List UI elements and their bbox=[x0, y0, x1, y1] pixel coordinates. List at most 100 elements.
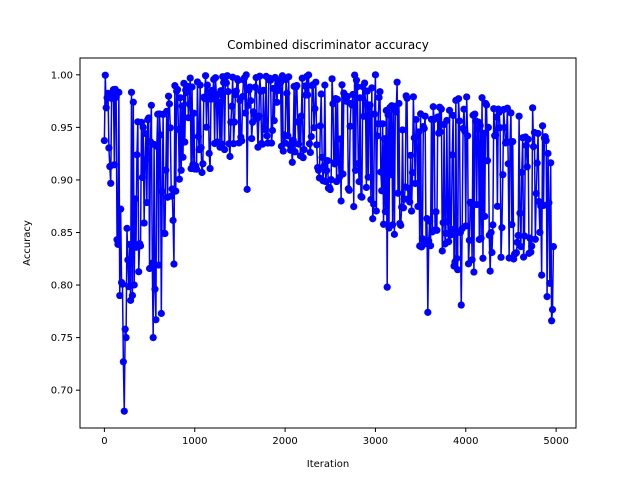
data-point bbox=[436, 128, 445, 136]
y-tick-label: 0.70 bbox=[51, 386, 73, 397]
data-point bbox=[299, 154, 307, 162]
x-tick-label: 5000 bbox=[543, 436, 568, 447]
data-point bbox=[536, 228, 544, 236]
data-point bbox=[328, 75, 336, 83]
y-tick-label: 0.75 bbox=[51, 333, 73, 344]
data-point bbox=[345, 186, 353, 194]
data-point bbox=[467, 199, 475, 208]
data-point bbox=[312, 78, 320, 86]
data-point bbox=[349, 90, 357, 99]
data-point bbox=[102, 104, 110, 112]
data-point bbox=[301, 82, 309, 90]
data-point bbox=[288, 158, 296, 166]
data-point bbox=[152, 316, 160, 324]
x-axis-label: Iteration bbox=[307, 459, 349, 470]
data-point bbox=[531, 235, 539, 243]
data-point bbox=[364, 173, 372, 181]
data-point bbox=[520, 253, 528, 261]
data-point bbox=[165, 100, 174, 108]
data-point bbox=[166, 124, 174, 132]
data-point bbox=[232, 87, 240, 95]
y-tick-label: 1.00 bbox=[51, 70, 73, 81]
data-point bbox=[172, 187, 180, 195]
data-point bbox=[414, 202, 422, 211]
data-point bbox=[448, 151, 456, 159]
data-point bbox=[375, 93, 383, 102]
data-point bbox=[355, 178, 363, 186]
data-point bbox=[399, 204, 408, 212]
data-point bbox=[468, 256, 476, 264]
data-point bbox=[522, 141, 530, 150]
data-point bbox=[153, 142, 161, 150]
data-point bbox=[177, 166, 185, 174]
data-point bbox=[515, 112, 523, 120]
data-point bbox=[379, 120, 387, 128]
data-point bbox=[139, 123, 147, 131]
data-point bbox=[116, 291, 124, 300]
data-point bbox=[362, 183, 370, 192]
data-point bbox=[449, 111, 457, 120]
data-point bbox=[376, 88, 384, 96]
data-point bbox=[443, 116, 451, 125]
data-point bbox=[547, 159, 555, 167]
data-point bbox=[538, 122, 547, 130]
data-point bbox=[259, 86, 267, 94]
data-point bbox=[538, 271, 546, 279]
data-point bbox=[241, 109, 249, 117]
data-point bbox=[163, 107, 171, 115]
data-point bbox=[183, 88, 191, 97]
data-point bbox=[218, 140, 226, 148]
data-point bbox=[384, 111, 392, 119]
data-point bbox=[407, 207, 416, 215]
data-point bbox=[284, 132, 292, 140]
data-point bbox=[223, 72, 231, 80]
data-point bbox=[529, 104, 537, 112]
data-point bbox=[220, 145, 229, 154]
data-point bbox=[493, 202, 501, 210]
data-point bbox=[444, 217, 452, 226]
data-point bbox=[147, 101, 155, 109]
data-point bbox=[378, 187, 386, 195]
data-point bbox=[130, 281, 138, 289]
y-tick-label: 0.95 bbox=[51, 123, 73, 134]
data-point bbox=[310, 124, 318, 132]
data-point bbox=[377, 168, 385, 176]
data-point bbox=[383, 283, 391, 291]
data-point bbox=[508, 220, 516, 229]
data-point bbox=[457, 301, 465, 309]
data-point bbox=[198, 168, 206, 177]
data-point bbox=[140, 219, 148, 227]
data-point bbox=[115, 88, 123, 96]
data-point bbox=[246, 83, 254, 91]
data-point bbox=[273, 98, 281, 106]
data-point bbox=[267, 139, 276, 147]
data-point bbox=[403, 94, 411, 102]
data-point bbox=[352, 76, 361, 84]
data-point bbox=[229, 140, 238, 148]
data-point bbox=[491, 131, 500, 139]
data-point bbox=[356, 94, 364, 102]
data-point bbox=[323, 157, 332, 165]
data-point bbox=[544, 149, 552, 158]
data-point bbox=[228, 102, 236, 110]
data-point bbox=[133, 151, 141, 159]
data-point bbox=[190, 109, 198, 117]
data-point bbox=[411, 179, 419, 188]
data-point bbox=[188, 83, 196, 91]
data-point bbox=[120, 407, 128, 415]
chart-title: Combined discriminator accuracy bbox=[227, 38, 429, 52]
data-point bbox=[394, 189, 402, 197]
data-point bbox=[339, 170, 347, 178]
data-point bbox=[514, 231, 522, 240]
data-point bbox=[358, 193, 366, 201]
y-tick-label: 0.85 bbox=[51, 228, 73, 239]
data-point bbox=[353, 83, 361, 91]
data-point bbox=[455, 117, 464, 125]
data-point bbox=[346, 122, 354, 130]
data-point bbox=[534, 129, 542, 138]
data-point bbox=[203, 81, 211, 89]
data-point bbox=[118, 280, 127, 288]
data-point bbox=[291, 148, 299, 156]
x-tick-label: 4000 bbox=[453, 436, 478, 447]
data-point bbox=[527, 248, 535, 256]
